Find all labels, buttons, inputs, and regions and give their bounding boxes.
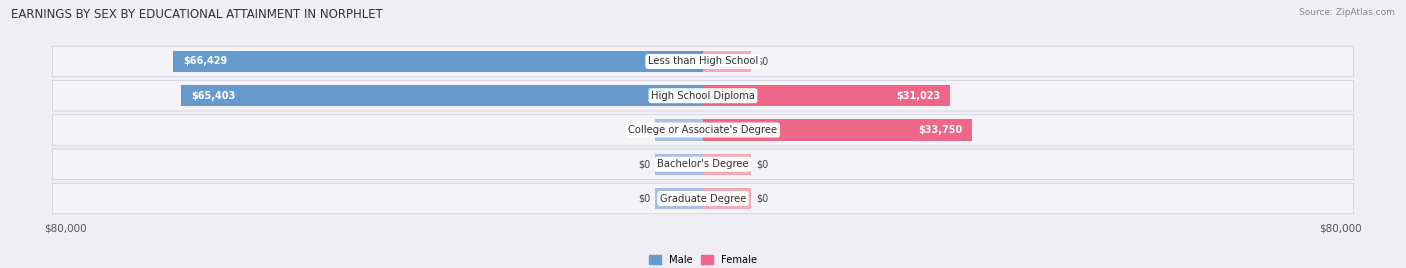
FancyBboxPatch shape — [52, 115, 1354, 145]
Bar — [655, 188, 703, 209]
Text: $0: $0 — [638, 193, 650, 203]
Text: $33,750: $33,750 — [918, 125, 963, 135]
Text: Bachelor's Degree: Bachelor's Degree — [657, 159, 749, 169]
Bar — [703, 154, 751, 175]
Text: $65,403: $65,403 — [191, 91, 235, 101]
FancyBboxPatch shape — [52, 46, 1354, 77]
Text: Less than High School: Less than High School — [648, 57, 758, 66]
Text: High School Diploma: High School Diploma — [651, 91, 755, 101]
Legend: Male, Female: Male, Female — [650, 255, 756, 265]
Text: Graduate Degree: Graduate Degree — [659, 193, 747, 203]
Text: $0: $0 — [756, 159, 768, 169]
Text: College or Associate's Degree: College or Associate's Degree — [628, 125, 778, 135]
Text: $31,023: $31,023 — [897, 91, 941, 101]
Text: $66,429: $66,429 — [183, 57, 228, 66]
Text: Source: ZipAtlas.com: Source: ZipAtlas.com — [1299, 8, 1395, 17]
Text: $0: $0 — [756, 193, 768, 203]
Bar — [181, 85, 703, 106]
Bar — [173, 51, 703, 72]
Bar — [703, 85, 950, 106]
Text: EARNINGS BY SEX BY EDUCATIONAL ATTAINMENT IN NORPHLET: EARNINGS BY SEX BY EDUCATIONAL ATTAINMEN… — [11, 8, 382, 21]
Text: $0: $0 — [756, 57, 768, 66]
Bar — [703, 119, 972, 141]
FancyBboxPatch shape — [52, 80, 1354, 111]
Text: $0: $0 — [638, 125, 650, 135]
Text: $0: $0 — [638, 159, 650, 169]
Bar — [703, 188, 751, 209]
Bar — [655, 119, 703, 141]
Bar — [703, 51, 751, 72]
Bar — [655, 154, 703, 175]
FancyBboxPatch shape — [52, 149, 1354, 180]
FancyBboxPatch shape — [52, 183, 1354, 214]
